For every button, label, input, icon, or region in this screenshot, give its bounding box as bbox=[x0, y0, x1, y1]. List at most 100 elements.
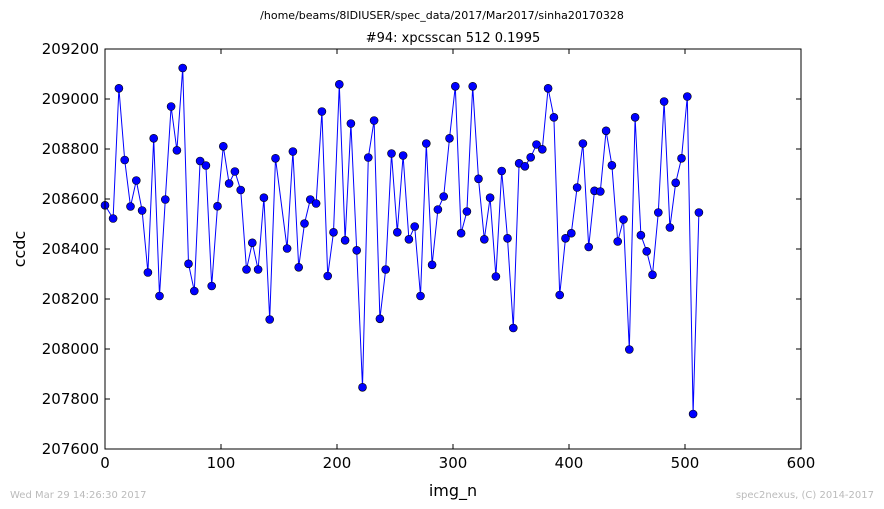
data-point bbox=[375, 314, 385, 324]
data-point bbox=[323, 271, 333, 281]
data-point bbox=[236, 185, 245, 195]
data-point bbox=[166, 102, 176, 111]
data-point bbox=[120, 155, 129, 165]
data-point bbox=[462, 207, 472, 216]
data-point bbox=[329, 228, 338, 237]
data-point bbox=[207, 281, 216, 291]
data-point bbox=[213, 201, 222, 211]
data-point bbox=[132, 176, 141, 185]
data-point bbox=[445, 134, 454, 143]
data-point bbox=[137, 206, 147, 215]
data-point bbox=[184, 259, 193, 269]
data-point bbox=[248, 238, 257, 248]
data-point bbox=[503, 234, 512, 243]
x-tick-label: 0 bbox=[100, 454, 110, 472]
data-point bbox=[126, 202, 135, 211]
data-point bbox=[387, 149, 396, 158]
data-point bbox=[572, 183, 582, 192]
data-point bbox=[497, 166, 507, 176]
data-point bbox=[381, 265, 391, 274]
data-point bbox=[450, 82, 460, 91]
data-point bbox=[508, 323, 518, 333]
data-point bbox=[271, 154, 280, 163]
data-point bbox=[369, 116, 379, 125]
data-point bbox=[398, 151, 408, 160]
data-point bbox=[688, 409, 698, 419]
data-point bbox=[474, 174, 483, 184]
data-point bbox=[108, 214, 118, 223]
data-point bbox=[584, 242, 594, 252]
data-point bbox=[694, 208, 704, 217]
data-point bbox=[578, 139, 588, 148]
axis-ticks bbox=[104, 48, 802, 450]
data-point bbox=[520, 162, 530, 171]
data-point bbox=[421, 139, 431, 148]
data-point bbox=[195, 156, 205, 166]
data-point bbox=[288, 147, 298, 156]
data-point bbox=[613, 237, 623, 246]
data-point bbox=[601, 126, 611, 136]
data-point bbox=[433, 205, 443, 214]
data-point bbox=[630, 113, 640, 122]
y-tick-label: 209200 bbox=[42, 40, 99, 58]
data-point bbox=[653, 208, 663, 217]
data-point bbox=[352, 246, 362, 255]
data-point bbox=[114, 84, 124, 93]
data-point bbox=[648, 270, 657, 280]
data-point bbox=[334, 80, 344, 89]
data-point bbox=[410, 222, 420, 231]
x-axis-label: img_n bbox=[429, 481, 477, 501]
data-point bbox=[491, 272, 501, 281]
data-point bbox=[317, 107, 327, 116]
data-point bbox=[427, 260, 437, 270]
data-point bbox=[485, 193, 495, 202]
data-point bbox=[526, 153, 536, 162]
data-point bbox=[178, 63, 187, 73]
data-point bbox=[253, 265, 263, 274]
y-tick-label: 209000 bbox=[42, 90, 99, 108]
data-point bbox=[537, 145, 547, 154]
data-point bbox=[677, 154, 686, 163]
data-point bbox=[201, 161, 211, 170]
data-point bbox=[230, 167, 240, 176]
data-point bbox=[468, 82, 478, 91]
chart-title: #94: xpcsscan 512 0.1995 bbox=[366, 31, 541, 46]
x-tick-label: 500 bbox=[671, 454, 700, 472]
data-point bbox=[282, 244, 292, 253]
data-point bbox=[543, 84, 553, 93]
data-point bbox=[392, 228, 402, 237]
data-point bbox=[479, 235, 489, 244]
data-point bbox=[311, 199, 321, 208]
y-tick-label: 208400 bbox=[42, 240, 99, 258]
plot-series bbox=[100, 63, 704, 419]
y-tick-label: 207800 bbox=[42, 390, 99, 408]
data-point bbox=[659, 97, 669, 106]
data-point bbox=[161, 195, 170, 204]
data-point bbox=[363, 153, 373, 162]
data-point bbox=[265, 315, 275, 324]
x-tick-label: 200 bbox=[323, 454, 352, 472]
data-point bbox=[665, 223, 675, 232]
data-point bbox=[300, 219, 309, 228]
data-point bbox=[149, 134, 158, 143]
data-point bbox=[224, 179, 234, 188]
y-tick-label: 208600 bbox=[42, 190, 99, 208]
data-point bbox=[346, 119, 356, 128]
data-point bbox=[624, 345, 634, 354]
data-point bbox=[439, 192, 449, 201]
y-tick-label: 208800 bbox=[42, 140, 99, 158]
data-point bbox=[416, 291, 425, 301]
data-point bbox=[155, 291, 164, 301]
data-point bbox=[532, 140, 541, 149]
data-point bbox=[671, 178, 681, 188]
data-point bbox=[642, 247, 652, 256]
file-path-header: /home/beams/8IDIUSER/spec_data/2017/Mar2… bbox=[260, 9, 624, 22]
data-point bbox=[404, 235, 414, 244]
y-axis-label: ccdc bbox=[10, 231, 29, 268]
x-tick-label: 400 bbox=[555, 454, 584, 472]
y-tick-label: 208200 bbox=[42, 290, 99, 308]
data-point bbox=[561, 234, 570, 243]
y-tick-label: 207600 bbox=[42, 440, 99, 458]
data-point bbox=[607, 161, 617, 170]
